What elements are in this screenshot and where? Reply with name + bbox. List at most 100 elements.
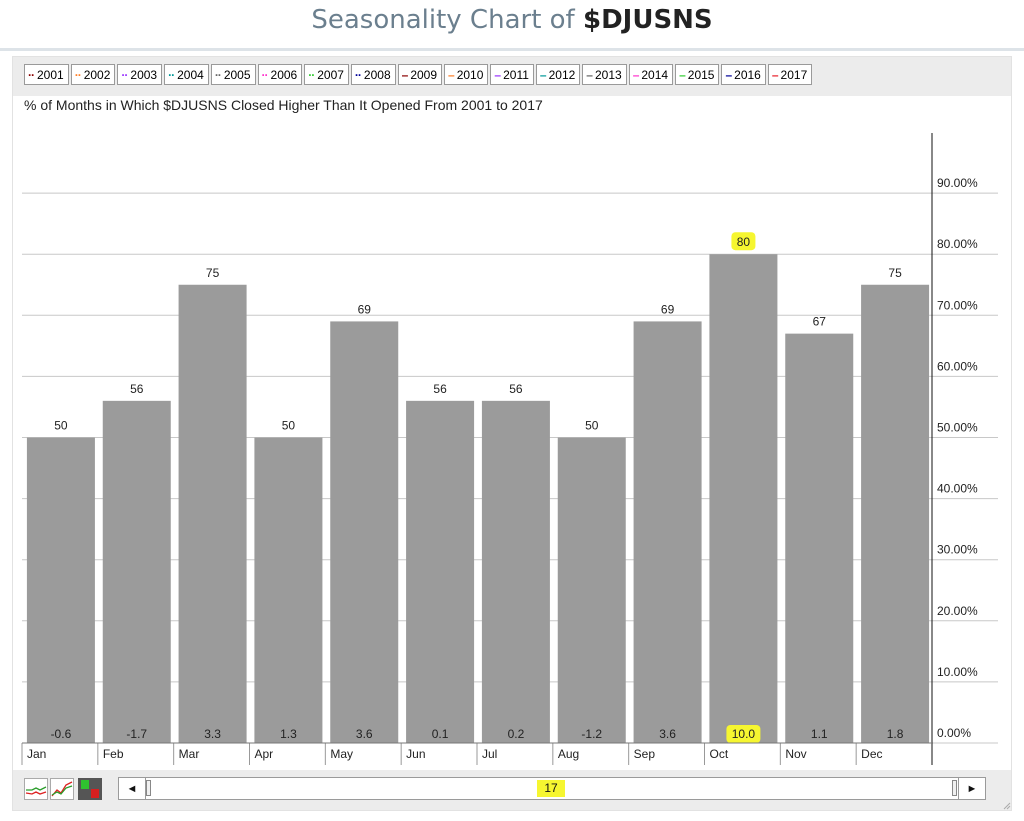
bar-oct xyxy=(709,254,778,743)
bar-sep xyxy=(633,321,702,743)
bar-value-label: 50 xyxy=(585,419,599,433)
range-handle-left[interactable] xyxy=(146,780,151,796)
avg-change-label: -1.2 xyxy=(581,727,602,741)
legend-label: 2001 xyxy=(37,67,64,82)
legend-item-2001[interactable]: ·· 2001 xyxy=(24,64,69,85)
bar-may xyxy=(330,321,399,743)
legend-swatch: – xyxy=(401,67,409,82)
range-handle-right[interactable] xyxy=(952,780,957,796)
resize-grip-icon[interactable] xyxy=(1003,802,1011,810)
legend-swatch: – xyxy=(632,67,640,82)
legend-label: 2013 xyxy=(594,67,622,82)
y-tick-label: 90.00% xyxy=(937,176,978,190)
legend-swatch: ·· xyxy=(308,67,315,82)
legend-item-2013[interactable]: –2013 xyxy=(582,64,627,85)
line-chart-icon[interactable] xyxy=(24,778,48,800)
x-tick-label: Mar xyxy=(179,747,200,761)
bar-jan xyxy=(26,437,95,743)
legend-item-2007[interactable]: ·· 2007 xyxy=(304,64,349,85)
legend-swatch: ·· xyxy=(261,67,269,82)
legend-item-2005[interactable]: ·· 2005 xyxy=(210,64,256,85)
legend-label: 2009 xyxy=(410,67,438,82)
y-tick-label: 10.00% xyxy=(937,665,978,679)
bar-value-label: 75 xyxy=(888,266,902,280)
x-tick-label: Jul xyxy=(482,747,497,761)
legend-item-2014[interactable]: –2014 xyxy=(628,64,674,85)
legend-item-2006[interactable]: ·· 2006 xyxy=(257,64,303,85)
x-tick-label: Nov xyxy=(785,747,806,761)
x-tick-label: Apr xyxy=(255,747,274,761)
bar-value-label: 69 xyxy=(661,302,675,316)
title-divider xyxy=(0,48,1024,51)
avg-change-label: 10.0 xyxy=(732,727,756,741)
chart-title: % of Months in Which $DJUSNS Closed High… xyxy=(24,97,543,113)
avg-change-label: 0.2 xyxy=(508,727,525,741)
legend-label: 2011 xyxy=(503,67,529,82)
bar-value-label: 69 xyxy=(358,302,372,316)
legend-item-2008[interactable]: ·· 2008 xyxy=(350,64,396,85)
bar-value-label: 50 xyxy=(282,419,296,433)
range-count-label: 17 xyxy=(537,780,565,797)
legend-label: 2015 xyxy=(687,67,715,82)
legend-swatch: ·· xyxy=(354,67,362,82)
legend-item-2004[interactable]: ·· 2004 xyxy=(164,64,209,85)
legend-item-2012[interactable]: –2012 xyxy=(535,64,581,85)
y-tick-label: 30.00% xyxy=(937,543,978,557)
legend-item-2016[interactable]: –2016 xyxy=(721,64,766,85)
scroll-right-button[interactable]: ► xyxy=(958,778,985,799)
bar-apr xyxy=(254,437,323,743)
bar-mar xyxy=(178,284,247,743)
legend-item-2003[interactable]: ·· 2003 xyxy=(117,64,163,85)
bar-value-label: 75 xyxy=(206,266,220,280)
legend-swatch: – xyxy=(771,67,779,82)
legend-item-2010[interactable]: –2010 xyxy=(444,64,489,85)
avg-change-label: -0.6 xyxy=(51,727,72,741)
legend-swatch: – xyxy=(539,67,547,82)
legend-label: 2012 xyxy=(548,67,576,82)
legend-label: 2010 xyxy=(456,67,484,82)
legend-label: 2007 xyxy=(317,67,344,82)
performance-chart-icon[interactable] xyxy=(50,778,74,800)
legend-item-2002[interactable]: ·· 2002 xyxy=(70,64,116,85)
legend-label: 2006 xyxy=(270,67,298,82)
highlight-marker xyxy=(731,232,756,251)
bar-dec xyxy=(861,284,930,743)
legend-swatch: ·· xyxy=(214,67,222,82)
legend-item-2015[interactable]: –2015 xyxy=(675,64,720,85)
y-tick-label: 40.00% xyxy=(937,482,978,496)
symbol: $DJUSNS xyxy=(582,5,713,35)
legend-label: 2002 xyxy=(83,67,111,82)
highlight-marker xyxy=(726,725,761,743)
legend-item-2017[interactable]: –2017 xyxy=(767,64,813,85)
legend-label: 2004 xyxy=(177,67,204,82)
seasonality-bars-icon[interactable] xyxy=(78,778,102,800)
x-tick-label: Feb xyxy=(103,747,124,761)
y-tick-label: 70.00% xyxy=(937,298,978,312)
x-tick-label: May xyxy=(330,747,353,761)
legend-swatch: ·· xyxy=(74,67,82,82)
legend-item-2009[interactable]: –2009 xyxy=(397,64,443,85)
avg-change-label: 1.1 xyxy=(811,727,828,741)
legend-swatch: – xyxy=(725,67,732,82)
legend-label: 2003 xyxy=(130,67,158,82)
year-legend: ·· 2001 ·· 2002 ·· 2003 ·· 2004 ·· 2005 ·· 2006 ·· 20… xyxy=(24,64,814,85)
legend-label: 2016 xyxy=(734,67,761,82)
legend-swatch: ·· xyxy=(168,67,175,82)
y-tick-label: 0.00% xyxy=(937,726,971,740)
x-tick-label: Jun xyxy=(406,747,425,761)
legend-swatch: – xyxy=(448,67,455,82)
scroll-left-button[interactable]: ◄ xyxy=(119,778,146,799)
page-title: Seasonality Chart of $DJUSNS xyxy=(311,5,713,35)
avg-change-label: 1.8 xyxy=(887,727,904,741)
y-tick-label: 60.00% xyxy=(937,359,978,373)
bar-value-label: 50 xyxy=(54,419,68,433)
bar-nov xyxy=(785,333,854,743)
y-tick-label: 80.00% xyxy=(937,237,978,251)
bar-jul xyxy=(481,400,550,743)
legend-swatch: ·· xyxy=(121,67,128,82)
x-tick-label: Sep xyxy=(634,747,656,761)
bar-value-label: 56 xyxy=(433,382,447,396)
legend-item-2011[interactable]: –2011 xyxy=(490,64,534,85)
avg-change-label: 3.6 xyxy=(356,727,373,741)
